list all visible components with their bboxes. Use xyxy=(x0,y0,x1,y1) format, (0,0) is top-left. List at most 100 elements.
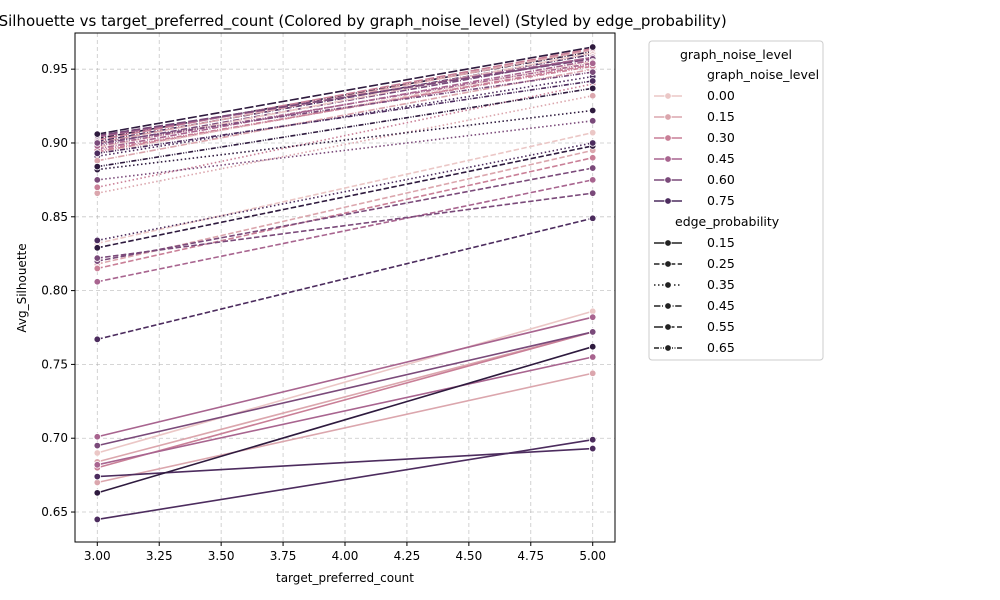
legend-style-label: 0.35 xyxy=(707,277,735,292)
x-tick-label: 3.00 xyxy=(84,549,111,563)
y-tick-label: 0.75 xyxy=(41,357,68,371)
data-point xyxy=(93,335,101,344)
legend-entries: graph_noise_level 0.00 0.15 0.30 0.45 0.60 0.7… xyxy=(654,67,819,355)
series-line xyxy=(93,214,597,344)
data-point xyxy=(589,77,597,85)
x-tick-label: 4.50 xyxy=(455,549,482,563)
data-point xyxy=(589,43,597,51)
legend-hue-marker xyxy=(664,197,672,205)
y-tick-label: 0.85 xyxy=(41,210,68,224)
data-point xyxy=(93,130,101,138)
series-line xyxy=(93,68,597,147)
data-point xyxy=(589,59,597,67)
series-path xyxy=(97,331,593,463)
series-line xyxy=(93,176,597,286)
series-line xyxy=(93,117,597,184)
legend-style-label: 0.15 xyxy=(707,235,735,250)
legend-style-marker xyxy=(664,344,672,352)
x-axis-ticks: 3.00 3.25 3.50 3.75 4.00 4.25 4.50 4.75 5.00 xyxy=(84,542,606,563)
series-path xyxy=(97,94,593,194)
data-point xyxy=(93,176,101,184)
x-tick-label: 4.25 xyxy=(394,549,421,563)
data-point xyxy=(93,139,101,147)
data-point xyxy=(589,328,597,336)
x-tick-label: 4.00 xyxy=(332,549,359,563)
legend-style-label: 0.55 xyxy=(707,319,735,334)
data-point xyxy=(589,353,597,361)
legend-style-marker xyxy=(664,260,672,268)
series-path xyxy=(97,167,593,262)
legend-style-marker xyxy=(664,239,672,247)
series-path xyxy=(97,49,593,144)
series-line xyxy=(93,43,597,138)
series-path xyxy=(97,83,593,189)
data-point xyxy=(93,278,101,286)
legend-box xyxy=(648,40,824,361)
y-tick-label: 0.80 xyxy=(41,284,68,298)
data-point xyxy=(589,139,597,147)
data-point xyxy=(589,84,597,93)
series-path xyxy=(97,46,593,135)
series-line xyxy=(93,77,597,158)
series-line xyxy=(93,84,597,171)
series-path xyxy=(97,60,593,155)
series-line xyxy=(93,154,597,273)
data-point xyxy=(589,154,597,162)
series-path xyxy=(97,63,593,153)
series-line xyxy=(93,353,597,469)
series-path xyxy=(97,356,593,466)
series-path xyxy=(97,447,593,478)
series-path xyxy=(97,156,593,270)
series-path xyxy=(97,56,593,138)
data-point xyxy=(589,164,597,172)
plot-series xyxy=(93,43,597,524)
legend-style-title: edge_probability xyxy=(675,214,780,229)
series-path xyxy=(97,316,593,438)
series-line xyxy=(93,342,597,497)
legend-hue-marker xyxy=(664,113,672,121)
series-path xyxy=(97,131,593,245)
series-line xyxy=(93,435,597,524)
data-point xyxy=(589,176,597,184)
data-point xyxy=(589,313,597,321)
data-point xyxy=(589,444,597,453)
data-point xyxy=(589,128,597,137)
data-point xyxy=(589,117,597,125)
series-path xyxy=(97,149,593,265)
legend-hue-marker xyxy=(664,92,672,100)
series-path xyxy=(97,68,593,162)
legend-hue-label: 0.15 xyxy=(707,109,735,124)
chart-title: Avg_Silhouette vs target_preferred_count… xyxy=(0,12,727,31)
legend-style-label: 0.65 xyxy=(707,340,735,355)
data-point xyxy=(589,189,597,197)
legend-style-marker xyxy=(664,323,672,331)
legend-hue-label: 0.00 xyxy=(707,88,735,103)
y-axis-label: Avg_Silhouette xyxy=(15,243,29,332)
series-line xyxy=(93,65,597,165)
series-line xyxy=(93,189,597,262)
data-point xyxy=(93,441,101,450)
series-path xyxy=(97,142,593,242)
series-line xyxy=(93,142,597,252)
series-line xyxy=(93,139,597,245)
legend-style-marker xyxy=(664,281,672,289)
data-point xyxy=(589,214,597,222)
series-path xyxy=(97,58,593,137)
data-point xyxy=(93,472,101,481)
y-tick-label: 0.90 xyxy=(41,136,68,150)
legend-hue-marker xyxy=(664,176,672,184)
series-path xyxy=(97,59,593,150)
legend-hue-label: 0.30 xyxy=(707,130,735,145)
data-point xyxy=(589,435,597,444)
data-point xyxy=(93,515,101,524)
x-tick-label: 3.25 xyxy=(146,549,173,563)
y-tick-label: 0.70 xyxy=(41,431,68,445)
series-path xyxy=(97,192,593,259)
legend-hue-label: 0.75 xyxy=(707,193,735,208)
series-path xyxy=(97,372,593,484)
series-line xyxy=(93,328,597,450)
data-point xyxy=(93,449,101,457)
data-point xyxy=(589,92,597,100)
series-path xyxy=(97,345,593,494)
